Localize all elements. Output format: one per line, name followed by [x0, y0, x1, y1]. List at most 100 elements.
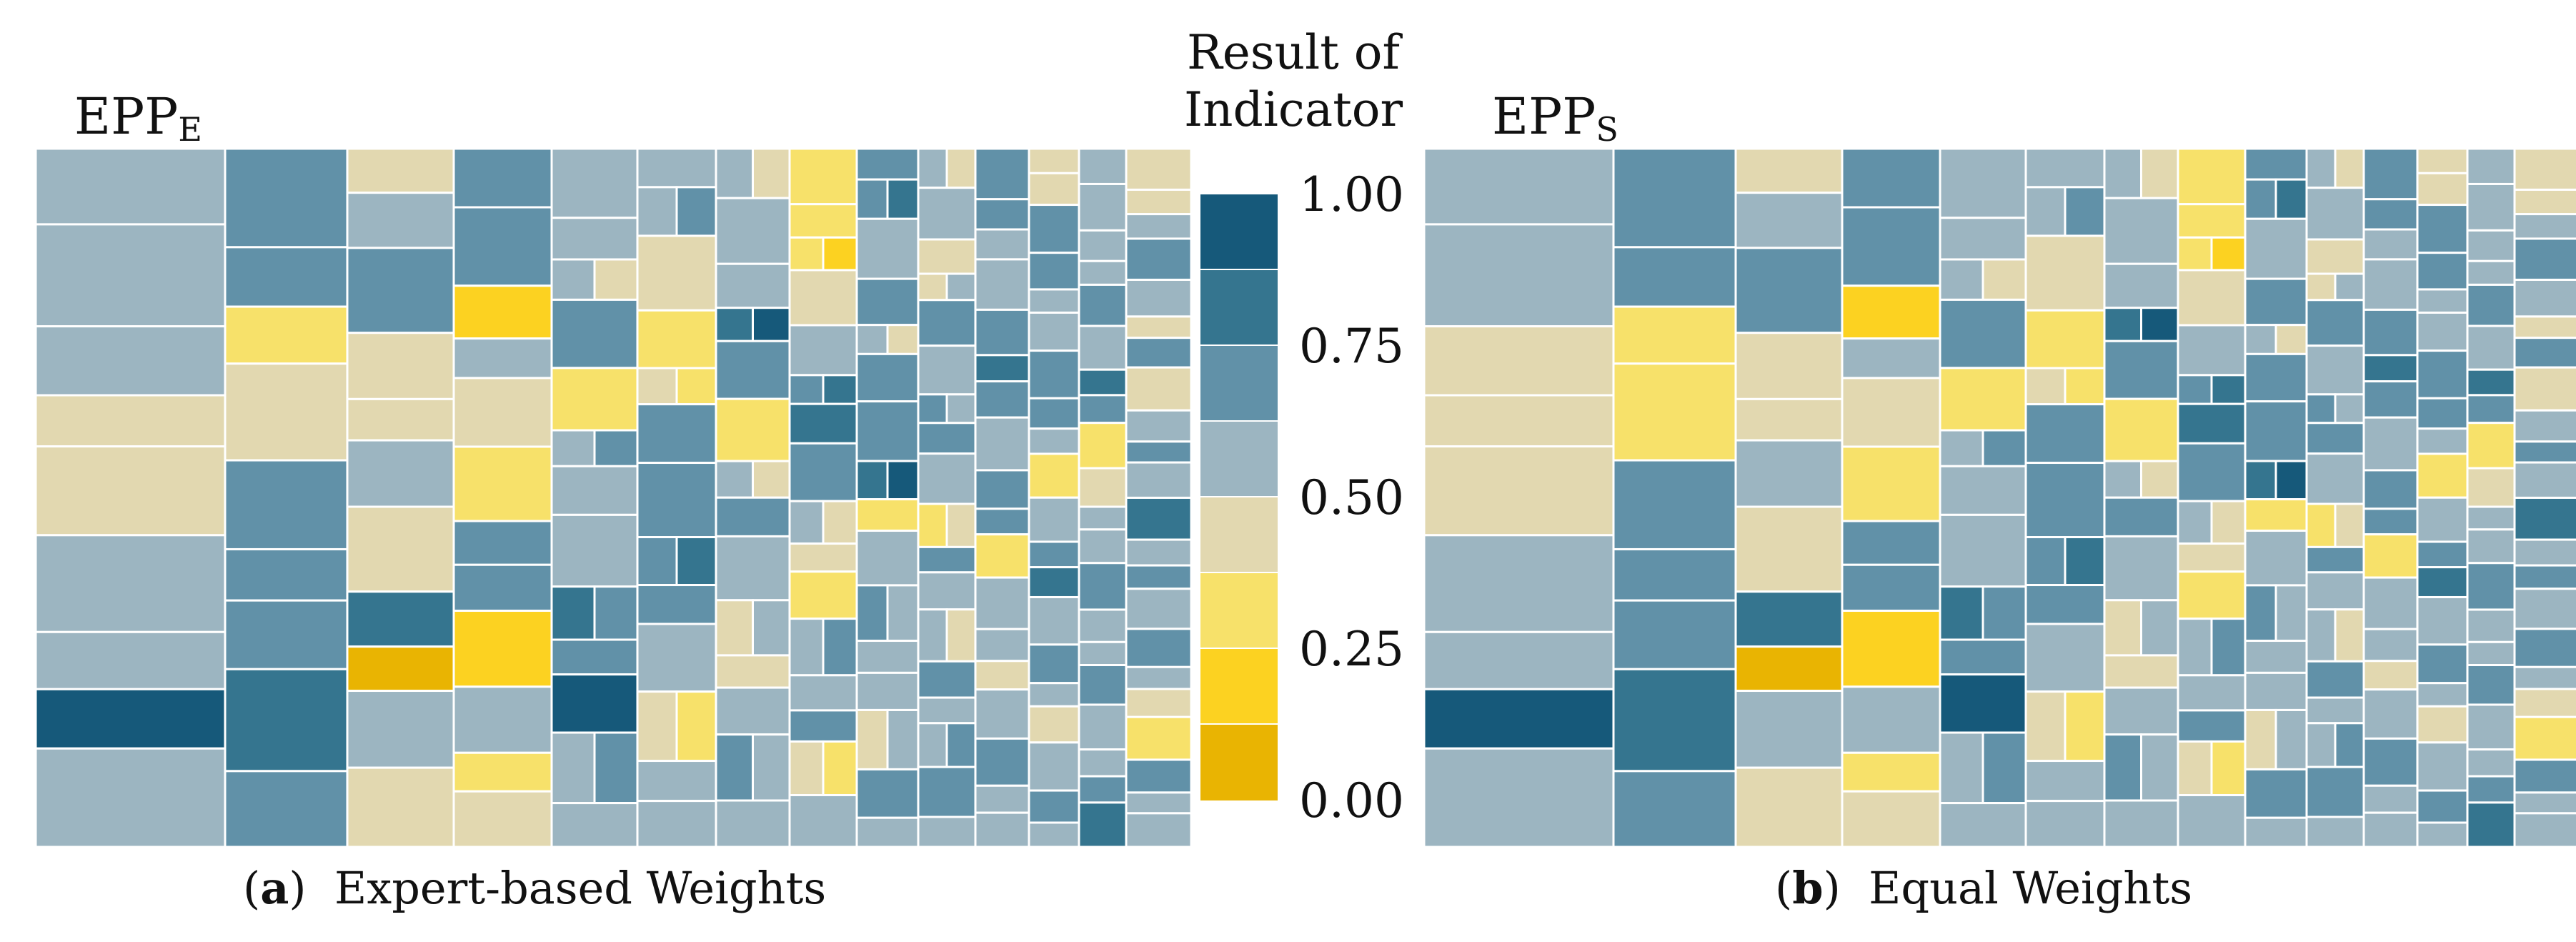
treemap-cell [2024, 584, 2106, 625]
treemap-cell [452, 149, 553, 209]
treemap-cell [2274, 178, 2308, 220]
treemap-cell [855, 178, 889, 220]
treemap-cell [2103, 496, 2179, 537]
treemap-cell [1125, 149, 1191, 191]
treemap-cell [1734, 149, 1844, 194]
treemap-cell [2362, 533, 2419, 579]
treemap-cell [2103, 339, 2179, 400]
treemap-cell [1078, 229, 1128, 262]
treemap-cell [2140, 599, 2179, 657]
treemap-cell [452, 284, 553, 340]
treemap-cell [1841, 445, 1941, 522]
treemap-cell [2416, 397, 2469, 430]
treemap-cell [36, 394, 227, 448]
treemap-cell [917, 545, 977, 574]
treemap-cell [917, 238, 977, 275]
treemap-cell [2362, 354, 2419, 383]
treemap-cell [224, 246, 349, 308]
treemap-cell [452, 790, 553, 847]
treemap-cell [2466, 640, 2516, 667]
treemap-cell [1028, 204, 1080, 254]
treemap-cell [1734, 690, 1844, 769]
treemap-cell [1734, 439, 1844, 508]
treemap-cell [452, 337, 553, 380]
treemap-cell [550, 731, 596, 805]
treemap-cell [1841, 149, 1941, 209]
treemap-cell [2024, 309, 2106, 370]
treemap-cell [2244, 178, 2277, 220]
treemap-cell [788, 740, 825, 796]
treemap-cell [855, 324, 889, 355]
treemap-cell [2466, 775, 2516, 804]
treemap-cell [2103, 799, 2179, 847]
treemap-cell [452, 520, 553, 566]
treemap-cell [2103, 599, 2142, 657]
treemap-cell [2416, 496, 2469, 543]
treemap-cell [2305, 608, 2337, 663]
treemap-cell [36, 534, 227, 633]
treemap-cell [1734, 505, 1844, 593]
treemap-cell [917, 696, 977, 725]
treemap-cell [855, 708, 889, 770]
treemap-cell [2362, 416, 2419, 472]
treemap-cell [788, 709, 858, 743]
treemap-cell [1028, 682, 1080, 708]
treemap-cell [1028, 397, 1080, 430]
treemap-cell [1125, 213, 1191, 240]
treemap-cell [1734, 332, 1844, 400]
treemap-cell [452, 685, 553, 754]
treemap-cell [2305, 502, 2337, 548]
treemap-cell [855, 530, 920, 587]
treemap-cell [2103, 535, 2179, 602]
treemap-cell [1125, 812, 1191, 847]
treemap-cell [2362, 198, 2419, 231]
treemap-cell [2334, 272, 2365, 302]
treemap-cell [346, 332, 455, 400]
treemap-cell [2177, 570, 2247, 620]
treemap-cell [2416, 172, 2469, 207]
treemap-cell [675, 536, 717, 587]
treemap-cell [1125, 237, 1191, 281]
treemap-cell [788, 203, 858, 239]
treemap-cell [1939, 429, 1984, 467]
treemap-cell [346, 192, 455, 249]
treemap-cell [2177, 500, 2213, 545]
treemap-cell [1028, 349, 1080, 400]
treemap-cell [2274, 324, 2308, 355]
treemap-cell [2305, 299, 2365, 347]
treemap-cell [1028, 496, 1080, 543]
treemap-cell [2024, 234, 2106, 312]
treemap-cell [715, 149, 754, 199]
treemap-cell [1939, 585, 1984, 641]
treemap-cell [2103, 654, 2179, 689]
treemap-cell [788, 402, 858, 445]
treemap-cell [1028, 452, 1080, 499]
treemap-cell [2466, 149, 2516, 185]
treemap-cell [675, 690, 717, 763]
treemap-cell [917, 660, 977, 699]
treemap-cell [1078, 368, 1128, 397]
treemap-cell [1734, 590, 1844, 648]
treemap-cell [1841, 206, 1941, 287]
treemap-cell [1125, 366, 1191, 412]
treemap-cell [1125, 538, 1191, 567]
treemap-cell [1424, 534, 1615, 633]
treemap-cell [2244, 217, 2308, 280]
treemap-cell [1424, 149, 1615, 226]
treemap-cell [974, 660, 1030, 691]
legend-title: Result of Indicator [1183, 25, 1403, 137]
treemap-cell [752, 149, 791, 199]
treemap-cell [2466, 394, 2516, 425]
treemap-cell [1424, 630, 1615, 690]
treemap-cell [788, 374, 825, 405]
treemap-svg [1424, 149, 2576, 847]
treemap-cell [1612, 362, 1737, 462]
treemap-cell [1939, 258, 1984, 301]
treemap-cell [2244, 400, 2308, 462]
treemap-cell [974, 576, 1030, 630]
treemap-cell [2244, 460, 2277, 501]
legend-color-band [1200, 346, 1278, 420]
treemap-cell [346, 149, 455, 194]
treemap-cell [550, 513, 639, 588]
treemap-cell [2244, 768, 2308, 819]
